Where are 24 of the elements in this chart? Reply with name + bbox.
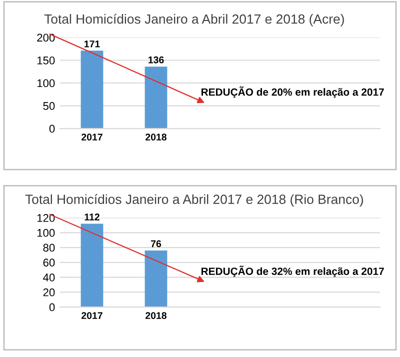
y-tick-label: 20 [43, 288, 55, 296]
y-tick-label: 100 [37, 79, 55, 88]
x-tick-label: 2018 [146, 134, 167, 141]
y-tick-label: 80 [43, 244, 55, 252]
x-tick-label: 2017 [82, 134, 102, 141]
data-label: 171 [84, 40, 100, 48]
text: REDUÇÃO de 20% em relação a 2017 [201, 86, 384, 98]
y-tick-label: 0 [49, 124, 55, 133]
data-label: 76 [151, 240, 162, 248]
y-tick-label: 0 [49, 303, 55, 312]
y-tick-label: 150 [37, 56, 55, 64]
chart-title: Total Homicídios Janeiro a Abril 2017 e 2018 (Rio Branco) [25, 194, 364, 207]
data-label: 136 [148, 56, 164, 64]
text: REDUÇÃO de 32% em relação a 2017 [201, 266, 384, 278]
data-label: 112 [84, 214, 100, 220]
y-tick-label: 60 [43, 258, 55, 267]
y-tick-label: 40 [43, 274, 55, 282]
y-tick-label: 50 [43, 102, 55, 110]
x-tick-label: 2017 [82, 312, 102, 320]
chart-title: Total Homicídios Janeiro a Abril 2017 e 2018 (Acre) [44, 14, 344, 26]
y-tick-label: 100 [37, 228, 55, 237]
y-tick-label: 200 [37, 34, 55, 42]
y-tick-label: 120 [37, 214, 55, 222]
x-tick-label: 2018 [146, 312, 167, 320]
